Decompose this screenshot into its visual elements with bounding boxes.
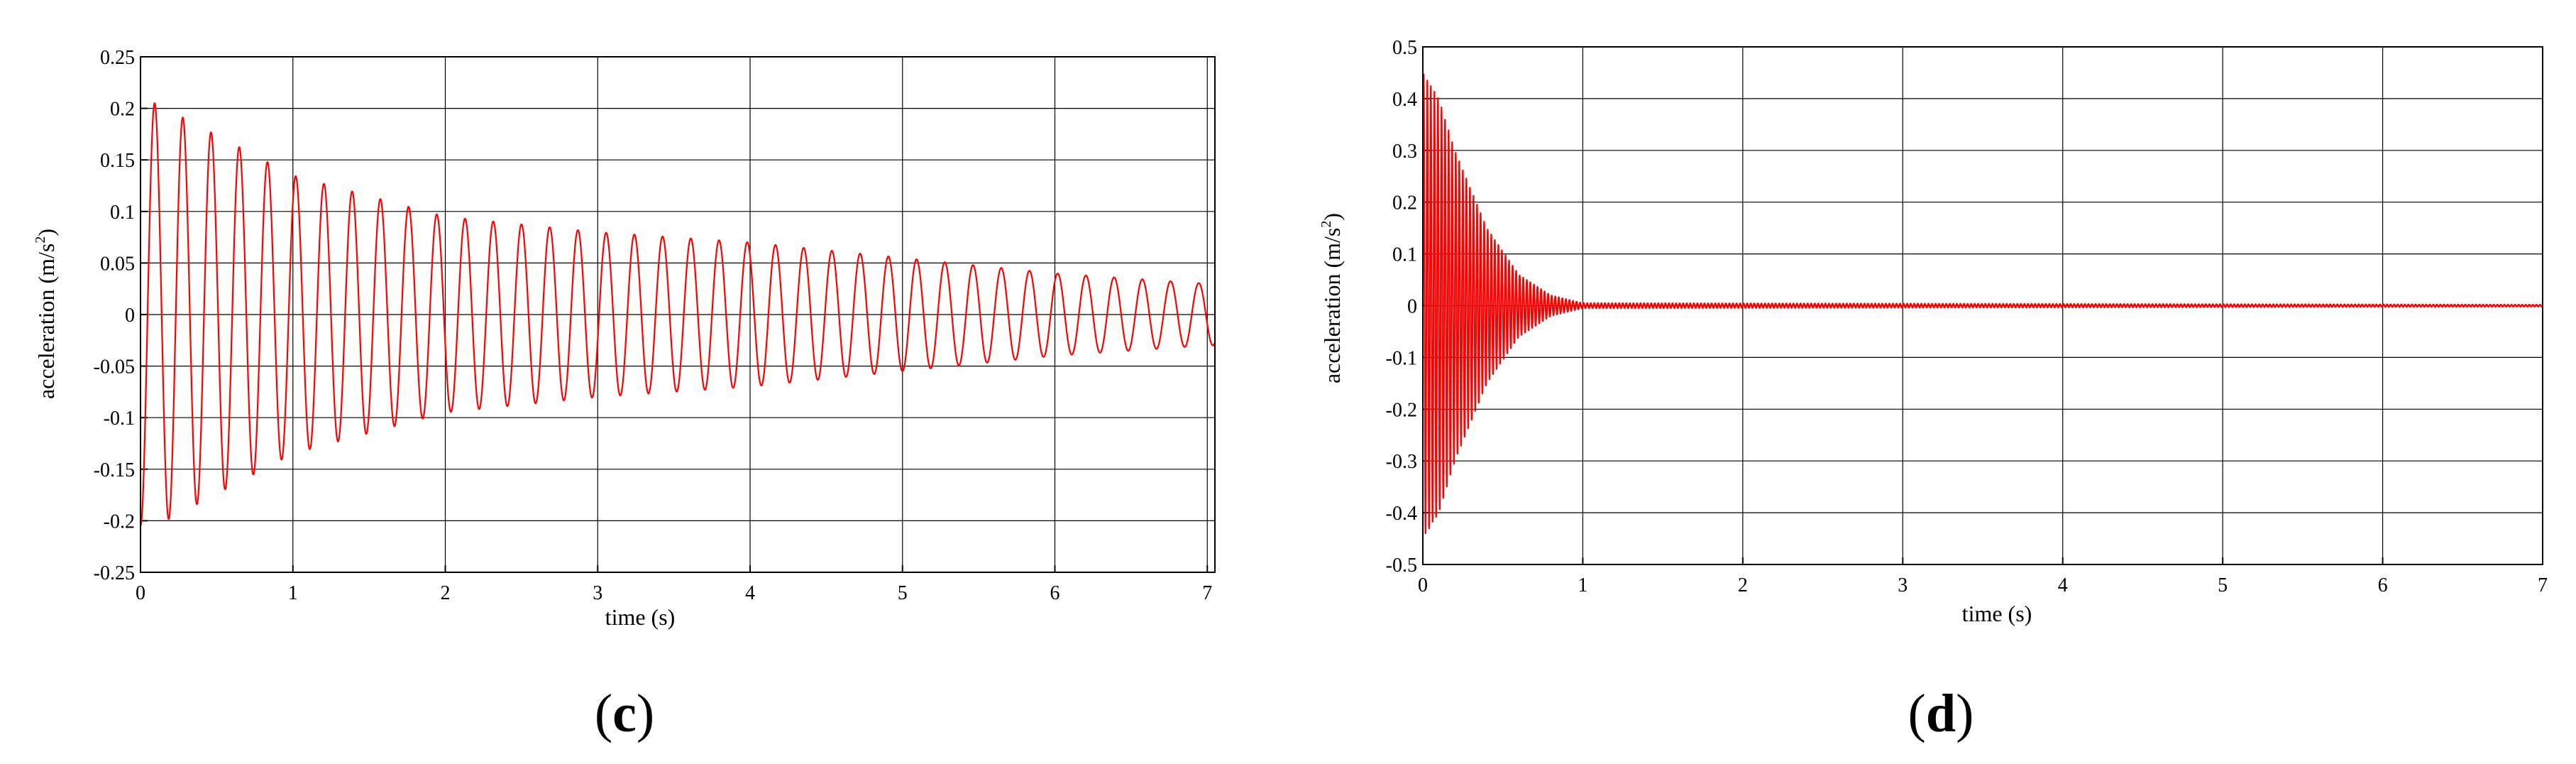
x-tick-label-d-7: 7 [2538,574,2548,596]
y-tick-label-c-9: -0.2 [104,511,135,533]
plot-frame-d [1422,46,2543,565]
x-tick-label-d-0: 0 [1418,574,1428,596]
x-tick-label-c-7: 7 [1202,582,1212,604]
x-tick-label-d-5: 5 [2218,574,2228,596]
x-tick-label-c-4: 4 [745,582,755,604]
y-tick-label-c-2: 0.15 [100,150,135,172]
panel-letter-c: c [612,684,637,743]
panel-letter-d: d [1926,684,1956,743]
y-tick-label-d-8: -0.3 [1386,451,1417,473]
y-axis-unit-tail-d: ) [1319,213,1345,221]
y-axis-unit-tail-c: ) [33,229,59,236]
x-tick-label-c-6: 6 [1050,582,1060,604]
y-tick-labels-d: 0.5 0.4 0.3 0.2 0.1 0 -0.1 -0.2 -0.3 -0.4 -0.5 [1386,37,1417,577]
x-tick-label-c-5: 5 [898,582,908,604]
y-tick-label-c-8: -0.15 [94,459,135,481]
x-tick-labels-c: 0 1 2 3 4 5 6 7 [136,582,1212,604]
y-tick-label-d-6: -0.1 [1386,347,1417,369]
grid-c [140,56,1215,573]
x-tick-label-d-6: 6 [2378,574,2388,596]
y-tick-label-c-4: 0.05 [100,253,135,275]
panel-d: 0.5 0.4 0.3 0.2 0.1 0 -0.1 -0.2 -0.3 -0.4 -0.5 0 1 2… [1319,37,2548,743]
y-tick-label-d-4: 0.1 [1392,244,1417,266]
y-axis-unit-exp-c: 2 [33,236,48,244]
x-tick-label-c-1: 1 [288,582,298,604]
x-axis-title-c: time (s) [605,604,676,630]
y-tick-label-d-7: -0.2 [1386,399,1417,421]
y-tick-label-d-5: 0 [1407,296,1417,318]
series-line-d [1421,73,2543,535]
y-tick-label-d-2: 0.3 [1392,141,1417,163]
x-tick-labels-d: 0 1 2 3 4 5 6 7 [1418,574,2548,596]
panel-label-d: (d) [1908,684,1974,743]
y-tick-label-c-1: 0.2 [110,99,135,121]
x-tick-label-c-3: 3 [593,582,602,604]
x-axis-title-d: time (s) [1962,601,2032,626]
y-axis-unit-exp-d: 2 [1319,221,1334,228]
y-tick-label-d-1: 0.4 [1392,89,1417,111]
panel-c: 0.25 0.2 0.15 0.1 0.05 0 -0.05 -0.1 -0.15 -0.2 -0.… [33,47,1216,743]
y-tick-label-c-7: -0.1 [104,408,135,430]
y-tick-label-c-3: 0.1 [110,202,135,224]
panel-label-c: (c) [595,684,654,743]
y-tick-label-c-10: -0.25 [94,562,135,584]
y-tick-label-c-0: 0.25 [100,47,135,69]
x-tick-label-d-4: 4 [2058,574,2068,596]
plot-frame-c [140,56,1216,573]
x-tick-label-d-3: 3 [1898,574,1908,596]
x-tick-label-c-0: 0 [136,582,145,604]
x-tick-label-c-2: 2 [441,582,451,604]
y-axis-title-c: acceleration (m/s2) [33,229,59,399]
y-tick-label-d-10: -0.5 [1386,555,1417,577]
x-tick-label-d-1: 1 [1578,574,1587,596]
y-axis-title-d: acceleration (m/s2) [1319,213,1345,383]
y-axis-unit-base-c: (m/s [33,244,59,284]
y-tick-label-d-3: 0.2 [1392,192,1417,214]
y-axis-unit-base-d: (m/s [1319,228,1345,268]
y-tick-label-c-5: 0 [125,305,135,327]
y-tick-label-d-9: -0.4 [1386,503,1417,525]
x-tick-label-d-2: 2 [1738,574,1748,596]
y-tick-label-d-0: 0.5 [1392,37,1417,59]
y-tick-labels-c: 0.25 0.2 0.15 0.1 0.05 0 -0.05 -0.1 -0.15 -0.2 -0.… [94,47,135,584]
series-line-c [140,102,1216,527]
y-tick-label-c-6: -0.05 [94,356,135,378]
